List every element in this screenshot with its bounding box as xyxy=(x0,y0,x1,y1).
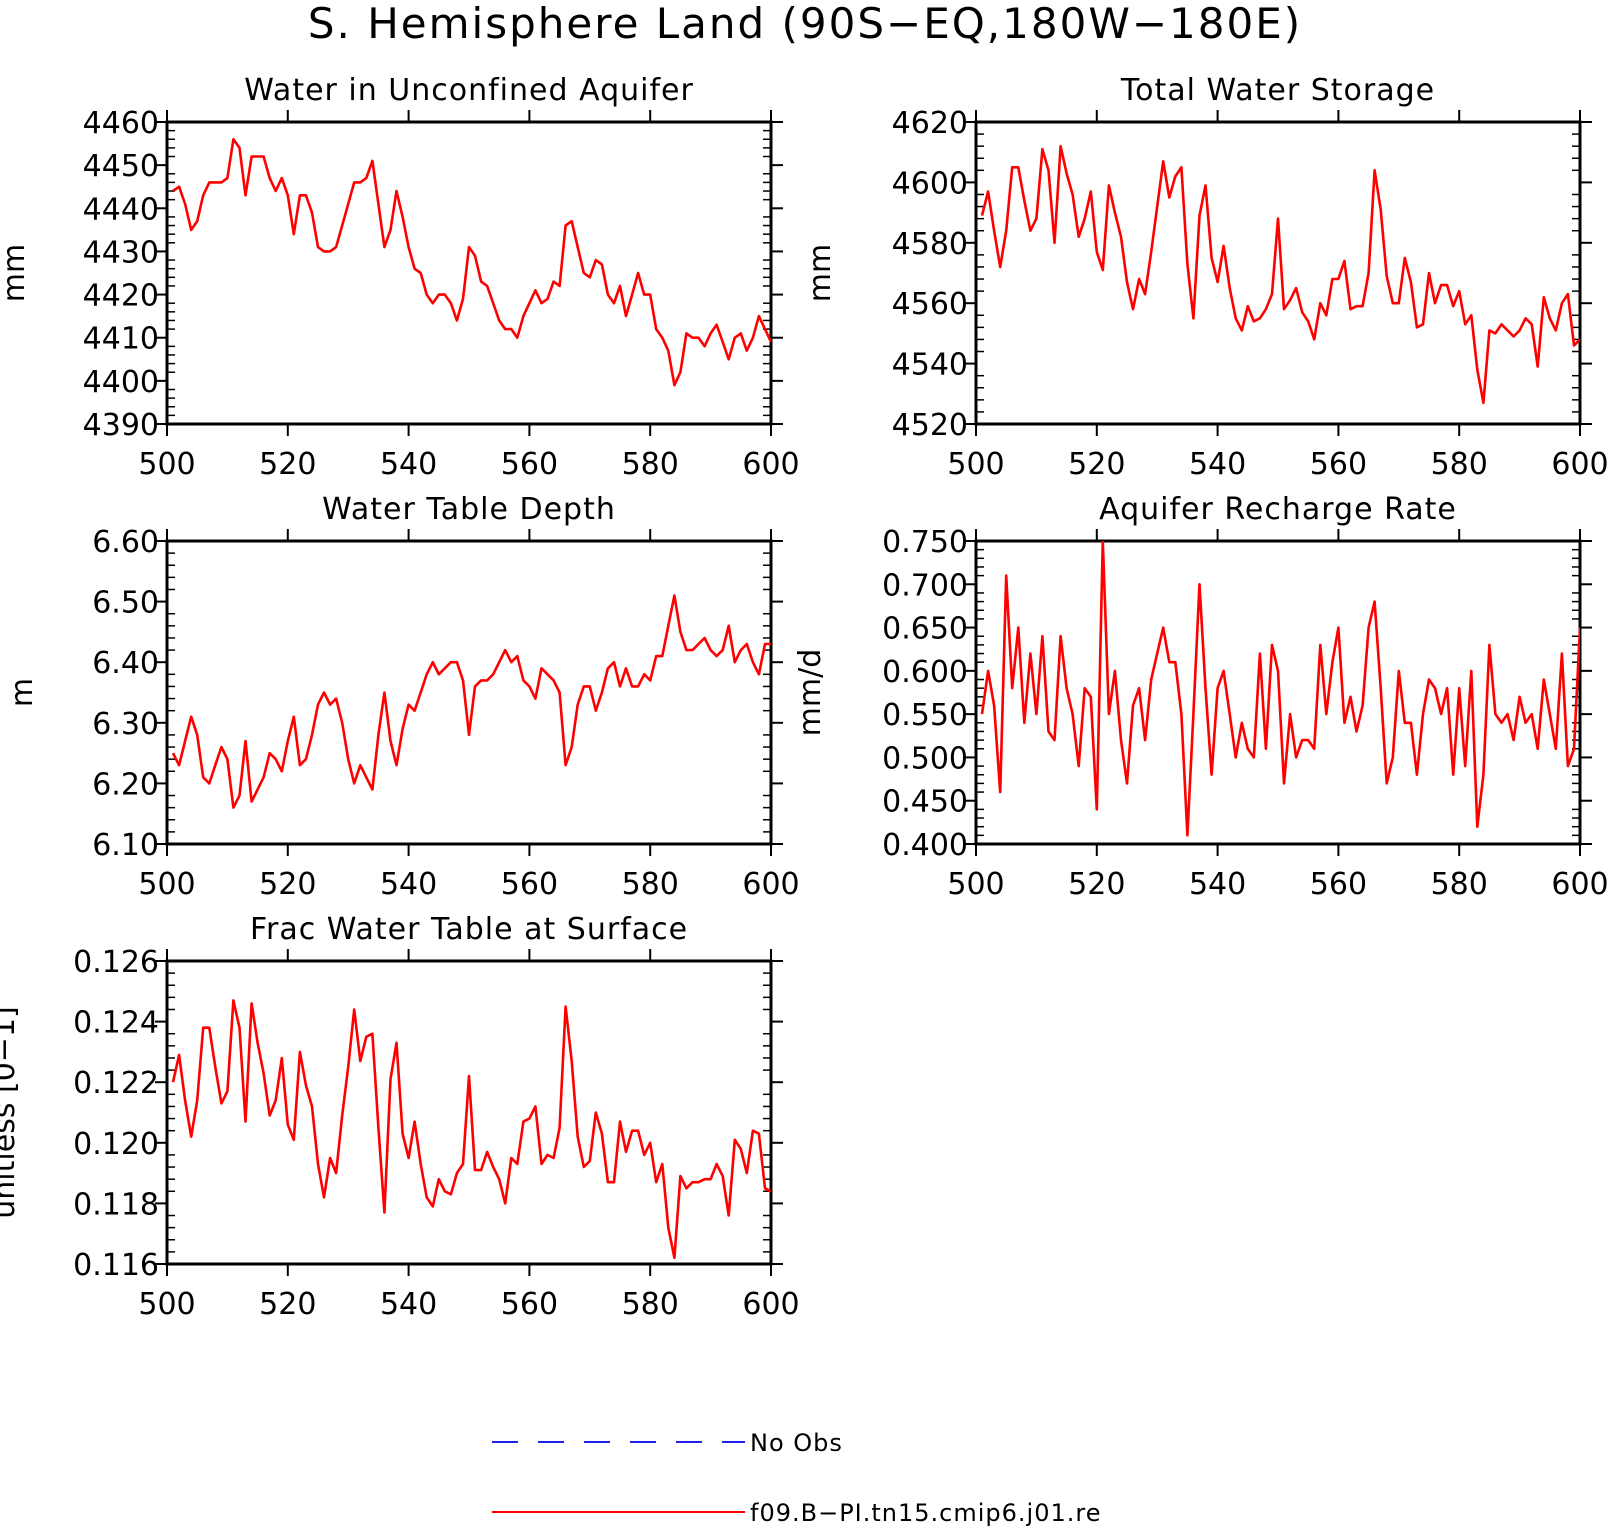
x-tick-label: 560 xyxy=(501,447,558,482)
x-tick-label: 600 xyxy=(1551,867,1608,902)
x-tick-label: 600 xyxy=(742,1287,799,1322)
x-tick-label: 580 xyxy=(1431,867,1488,902)
y-tick-label: 4420 xyxy=(83,279,159,314)
y-tick-label: 4600 xyxy=(892,166,968,201)
chart-panel-3: Water Table Depth 500 520 540 560 580 600 6.10 6… xyxy=(5,492,800,902)
x-tick-label: 500 xyxy=(138,1287,195,1322)
figure-title: S. Hemisphere Land (90S−EQ,180W−180E) xyxy=(308,0,1302,48)
panel-title: Total Water Storage xyxy=(1120,73,1435,108)
series-line xyxy=(980,144,1580,405)
x-tick-label: 560 xyxy=(1310,447,1367,482)
y-tick-label: 4620 xyxy=(892,106,968,141)
y-tick-label: 6.50 xyxy=(92,586,159,621)
plot-frame xyxy=(974,120,1582,426)
y-tick-label: 4400 xyxy=(83,365,159,400)
x-tick-label: 500 xyxy=(138,867,195,902)
panels-group: Water in Unconfined Aquifer 500 520 540 560 5… xyxy=(0,73,1609,1322)
panel-title: Aquifer Recharge Rate xyxy=(1099,492,1457,527)
y-tick-label: 0.400 xyxy=(882,828,968,863)
y-tick-label: 0.550 xyxy=(882,698,968,733)
y-tick-label: 0.450 xyxy=(882,785,968,820)
x-tick-label: 600 xyxy=(742,867,799,902)
y-tick-label: 4410 xyxy=(83,322,159,357)
x-tick-label: 540 xyxy=(1189,447,1246,482)
y-tick-label: 0.750 xyxy=(882,525,968,560)
x-tick-label: 580 xyxy=(622,447,679,482)
chart-panel-5: Frac Water Table at Surface 500 520 540 560 5… xyxy=(0,912,800,1322)
y-tick-label: 6.30 xyxy=(92,707,159,742)
x-tick-label: 520 xyxy=(259,1287,316,1322)
x-tick-label: 580 xyxy=(1431,447,1488,482)
y-tick-label: 6.40 xyxy=(92,646,159,681)
x-tick-label: 520 xyxy=(259,447,316,482)
legend: No Obs f09.B−PI.tn15.cmip6.j01.re xyxy=(492,1429,1101,1527)
y-axis-label: mm xyxy=(0,244,32,302)
y-axis-label: mm/d xyxy=(793,649,828,737)
x-tick-label: 520 xyxy=(1068,867,1125,902)
x-tick-label: 540 xyxy=(380,867,437,902)
y-tick-label: 0.500 xyxy=(882,741,968,776)
legend-label-run: f09.B−PI.tn15.cmip6.j01.re xyxy=(750,1499,1101,1527)
y-tick-label: 0.120 xyxy=(73,1127,159,1162)
y-axis-label: m xyxy=(5,678,40,707)
y-tick-label: 0.700 xyxy=(882,568,968,603)
y-tick-label: 4450 xyxy=(83,149,159,184)
x-tick-label: 600 xyxy=(1551,447,1608,482)
x-tick-label: 520 xyxy=(259,867,316,902)
plot-frame xyxy=(165,539,773,846)
series-line xyxy=(980,541,1580,837)
x-tick-label: 540 xyxy=(380,447,437,482)
y-tick-label: 4440 xyxy=(83,192,159,227)
series-line xyxy=(171,594,771,809)
y-tick-label: 0.600 xyxy=(882,655,968,690)
plot-frame xyxy=(165,120,773,426)
x-tick-label: 540 xyxy=(1189,867,1246,902)
chart-panel-4: Aquifer Recharge Rate 500 520 540 560 580 600 0… xyxy=(793,492,1609,902)
legend-label-no-obs: No Obs xyxy=(750,1429,843,1457)
chart-panel-2: Total Water Storage 500 520 540 560 580 600 452… xyxy=(803,73,1609,482)
y-tick-label: 4390 xyxy=(83,408,159,443)
y-tick-label: 0.118 xyxy=(73,1187,159,1222)
panel-title: Frac Water Table at Surface xyxy=(250,912,688,947)
plot-frame xyxy=(974,539,1582,846)
y-tick-label: 4460 xyxy=(83,106,159,141)
y-tick-label: 4540 xyxy=(892,348,968,383)
y-tick-label: 0.124 xyxy=(73,1006,159,1041)
y-tick-label: 4560 xyxy=(892,287,968,322)
y-tick-label: 4430 xyxy=(83,235,159,270)
panel-title: Water Table Depth xyxy=(322,492,616,527)
y-axis-label: mm xyxy=(803,244,838,302)
series-line xyxy=(171,999,771,1260)
x-tick-label: 520 xyxy=(1068,447,1125,482)
y-axis-label: unitless [0−1] xyxy=(0,1006,22,1218)
x-tick-label: 540 xyxy=(380,1287,437,1322)
x-tick-label: 560 xyxy=(501,867,558,902)
plot-frame xyxy=(165,959,773,1266)
y-tick-label: 0.122 xyxy=(73,1066,159,1101)
x-tick-label: 560 xyxy=(1310,867,1367,902)
x-tick-label: 600 xyxy=(742,447,799,482)
y-tick-label: 0.650 xyxy=(882,612,968,647)
x-tick-label: 580 xyxy=(622,1287,679,1322)
y-tick-label: 6.60 xyxy=(92,525,159,560)
x-tick-label: 560 xyxy=(501,1287,558,1322)
chart-panel-1: Water in Unconfined Aquifer 500 520 540 560 5… xyxy=(0,73,800,482)
y-tick-label: 0.126 xyxy=(73,945,159,980)
x-tick-label: 500 xyxy=(947,867,1004,902)
y-tick-label: 6.10 xyxy=(92,828,159,863)
x-tick-label: 500 xyxy=(947,447,1004,482)
panel-title: Water in Unconfined Aquifer xyxy=(244,73,694,108)
series-line xyxy=(172,138,771,387)
y-tick-label: 4520 xyxy=(892,408,968,443)
x-tick-label: 500 xyxy=(138,447,195,482)
y-tick-label: 0.116 xyxy=(73,1248,159,1283)
y-tick-label: 4580 xyxy=(892,227,968,262)
x-tick-label: 580 xyxy=(622,867,679,902)
y-tick-label: 6.20 xyxy=(92,767,159,802)
